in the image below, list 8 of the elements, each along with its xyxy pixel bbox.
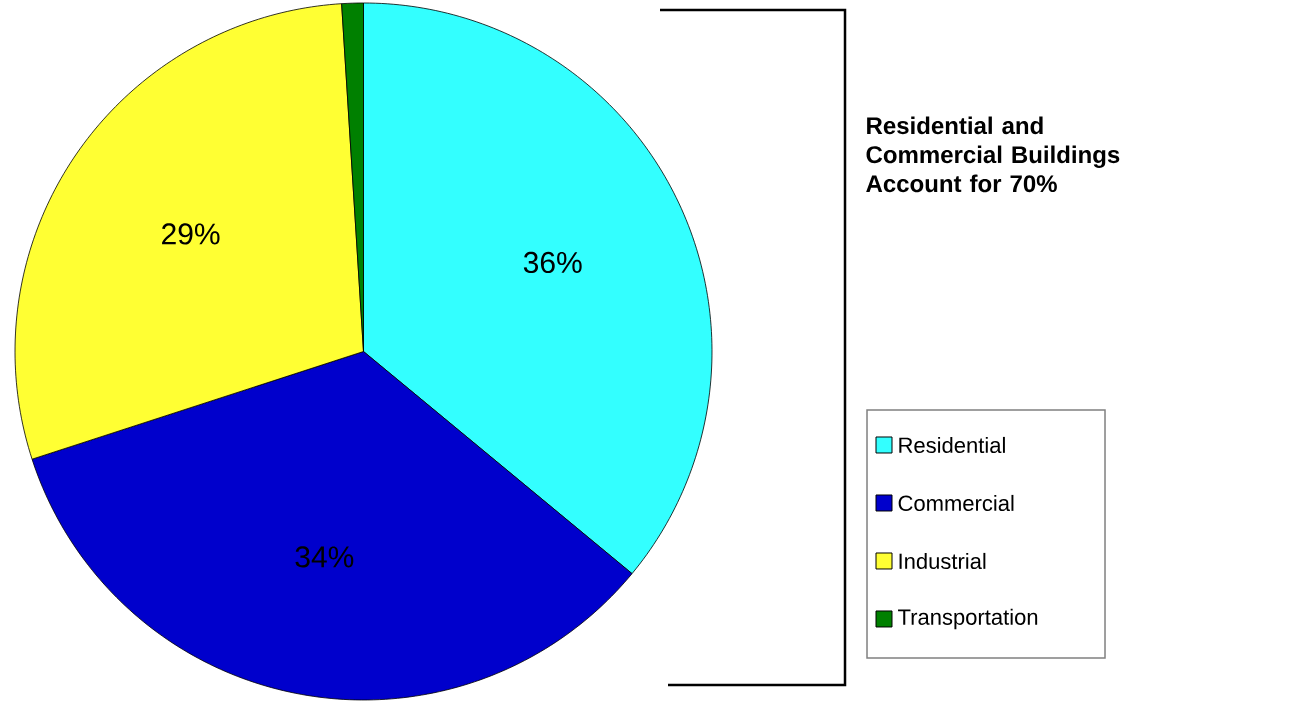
legend-label: Industrial [899,552,986,570]
data-label: 29% [162,223,220,245]
data-label: 36% [523,251,582,274]
text: Residential and Commercial Buildings Account for 70% [866,116,1120,193]
legend-label: Commercial [898,494,1014,512]
legend-label: Transportation [898,608,1038,630]
legend-label: Residential [899,436,1005,454]
data-label: 34% [295,546,354,568]
